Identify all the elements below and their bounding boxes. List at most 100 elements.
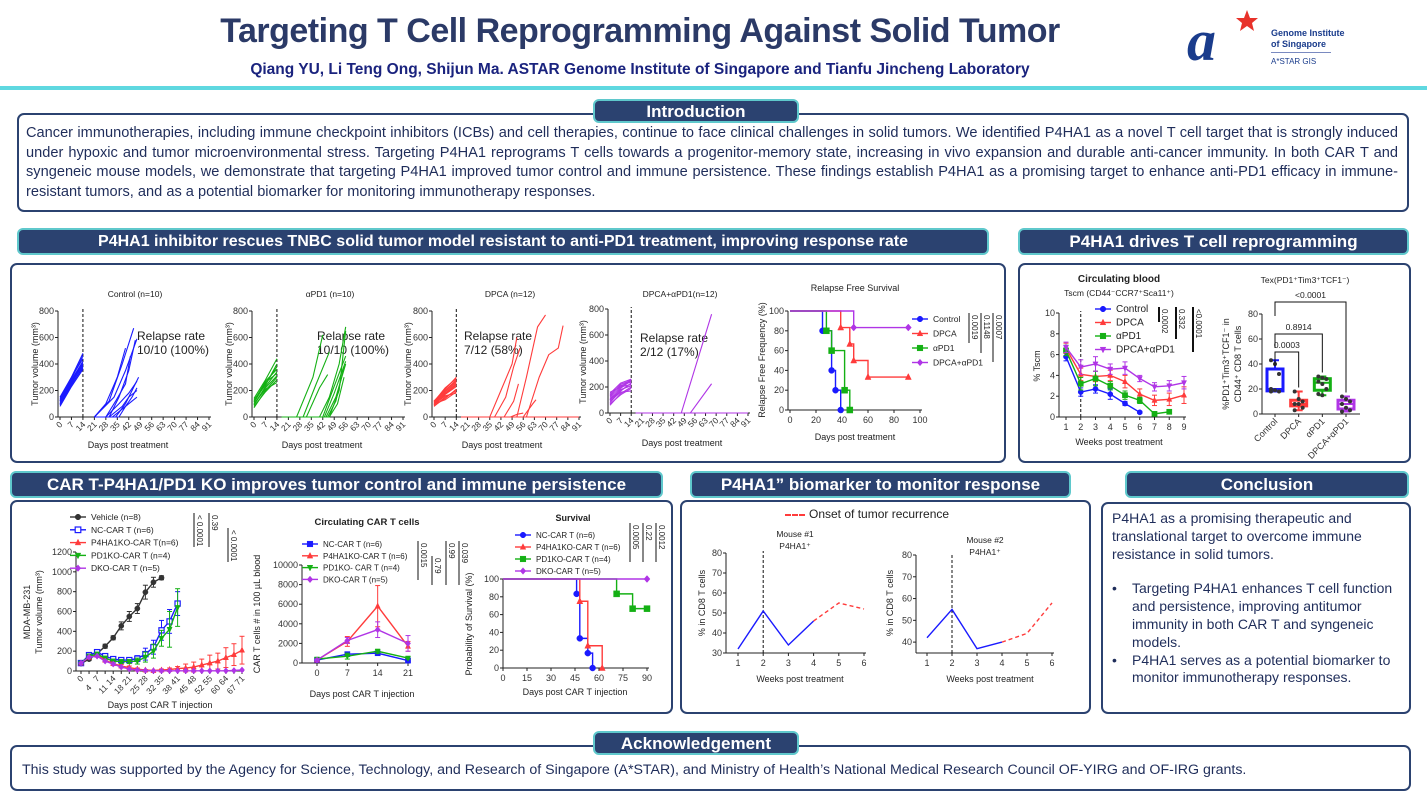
- inverted-triangle-marker: [374, 648, 381, 655]
- y-tick-label: 200: [233, 386, 248, 396]
- x-tick-label: Control: [1252, 416, 1280, 444]
- square-marker: [846, 406, 854, 414]
- square-marker: [1166, 408, 1173, 415]
- p-value-label: 0.1148: [982, 315, 991, 339]
- circle-marker: [573, 590, 580, 598]
- x-tick-label: 14: [373, 668, 383, 678]
- legend-label: αPD1: [1116, 331, 1142, 342]
- x-tick-label: 4: [1108, 422, 1113, 432]
- legend-label: PD1KO-CAR T (n=4): [536, 555, 611, 564]
- mouse-tumor-curve: [94, 387, 138, 418]
- conclusion-lead: P4HA1 as a promising therapeutic and tra…: [1112, 510, 1362, 562]
- legend-item: NC-CAR T (n=6): [302, 540, 382, 549]
- y-tick-label: 80: [712, 548, 722, 558]
- circle-marker: [1136, 409, 1143, 416]
- legend-label: NC-CAR T (n=6): [91, 525, 154, 535]
- mouse-tumor-curve: [433, 384, 457, 406]
- x-axis-label: Days post treatment: [88, 440, 169, 450]
- inverted-triangle-marker: [1077, 364, 1084, 371]
- x-tick-label: 7: [1152, 422, 1157, 432]
- y-tick-label: 4000: [278, 619, 298, 629]
- chart-5: Circulating blood Tscm (CD44⁻CCR7⁺Sca11⁺)…: [1032, 274, 1203, 447]
- x-tick-label: 7: [615, 415, 626, 426]
- mouse-tumor-curve: [433, 380, 457, 402]
- ack-heading: Acknowledgement: [593, 731, 799, 755]
- diamond-marker: [206, 667, 213, 675]
- circle-marker: [134, 605, 141, 612]
- chart-title: Control (n=10): [108, 289, 163, 299]
- triangle-marker: [837, 323, 845, 331]
- p-value-label: 0.0007: [994, 315, 1003, 340]
- logo-sub: A*STAR GIS: [1271, 57, 1317, 66]
- diamond-marker: [306, 575, 314, 584]
- triangle-marker: [1136, 390, 1143, 397]
- legend-item: DPCA+αPD1: [1095, 345, 1175, 356]
- x-tick-label: 4: [811, 658, 816, 668]
- circle-marker: [1092, 386, 1099, 392]
- conclusion-heading: Conclusion: [1125, 471, 1409, 498]
- x-tick-label: 8: [1167, 422, 1172, 432]
- x-tick-label: 0: [500, 673, 505, 683]
- authors: Qiang YU, Li Teng Ong, Shijun Ma. ASTAR …: [250, 61, 1030, 78]
- legend-item: P4HA1KO-CAR T (n=6): [302, 552, 408, 561]
- triangle-marker: [238, 646, 246, 653]
- cart-panel: [10, 500, 673, 714]
- dashed-line-swatch: [785, 513, 805, 516]
- x-tick-label: 1: [1063, 422, 1068, 432]
- chart-title: Mouse #1: [776, 529, 814, 539]
- square-marker: [1099, 332, 1107, 340]
- y-tick-label: 0: [494, 663, 499, 673]
- x-tick-label: 5: [836, 658, 841, 668]
- x-tick-label: 4: [83, 682, 94, 693]
- chart-9: Survival 0 20 40 60 80 100 0 15 30 45 60 75 90 Days po…: [464, 513, 666, 697]
- p-value-label: 0.0005: [631, 525, 640, 550]
- y-tick-label: 600: [589, 330, 604, 340]
- chart-title: Relapse Free Survival: [811, 283, 900, 293]
- legend-item: Control: [1095, 304, 1148, 315]
- x-tick-label: 0: [787, 415, 792, 425]
- x-tick-label: 30: [546, 673, 556, 683]
- diamond-marker: [231, 667, 237, 674]
- mouse-tumor-curve: [93, 338, 138, 418]
- x-tick-label: 3: [786, 658, 791, 668]
- triangle-marker: [904, 372, 912, 380]
- diamond-marker: [374, 626, 381, 634]
- circle-marker: [1107, 391, 1114, 397]
- y-tick-label: 6: [1050, 350, 1055, 360]
- legend-item: Control: [912, 314, 961, 324]
- diamond-marker: [198, 667, 205, 675]
- x-tick-label: 0: [604, 415, 615, 426]
- y-tick-label: 400: [233, 359, 248, 369]
- mouse-tumor-curve: [461, 347, 521, 418]
- series-line: [316, 628, 409, 661]
- legend-item: DPCA: [1095, 318, 1144, 329]
- y-tick-label: 0: [423, 412, 428, 422]
- triangle-marker: [1151, 396, 1158, 403]
- y-axis-label: Tumor volume (mm³): [403, 322, 413, 406]
- relapse-rate-label: 10/10 (100%): [317, 343, 389, 357]
- inverted-triangle-marker: [158, 635, 165, 642]
- diamond-marker: [222, 667, 229, 675]
- mouse-tumor-curve: [59, 358, 84, 398]
- triangle-marker: [916, 329, 924, 337]
- square-marker: [74, 526, 82, 534]
- data-point: [1292, 402, 1297, 406]
- x-tick-label: 90: [642, 673, 652, 683]
- triangle-marker: [576, 597, 584, 604]
- y-tick-label: 800: [57, 587, 72, 597]
- y-axis-label: CAR T cells # in 100 µL blood: [252, 555, 262, 674]
- y-tick-label: 60: [774, 346, 784, 356]
- x-tick-label: 20: [811, 415, 821, 425]
- x-tick-label: 5: [1024, 658, 1029, 668]
- legend-label: PD1KO- CAR T (n=4): [323, 564, 400, 573]
- legend-label: DKO-CAR T (n=5): [536, 567, 601, 576]
- relapse-rate-label: 10/10 (100%): [137, 343, 209, 357]
- y-tick-label: 10000: [273, 560, 298, 570]
- triangle-marker: [306, 551, 314, 559]
- x-tick-label: 1: [924, 658, 929, 668]
- inverted-triangle-marker: [1062, 344, 1070, 351]
- square-marker: [1092, 375, 1099, 382]
